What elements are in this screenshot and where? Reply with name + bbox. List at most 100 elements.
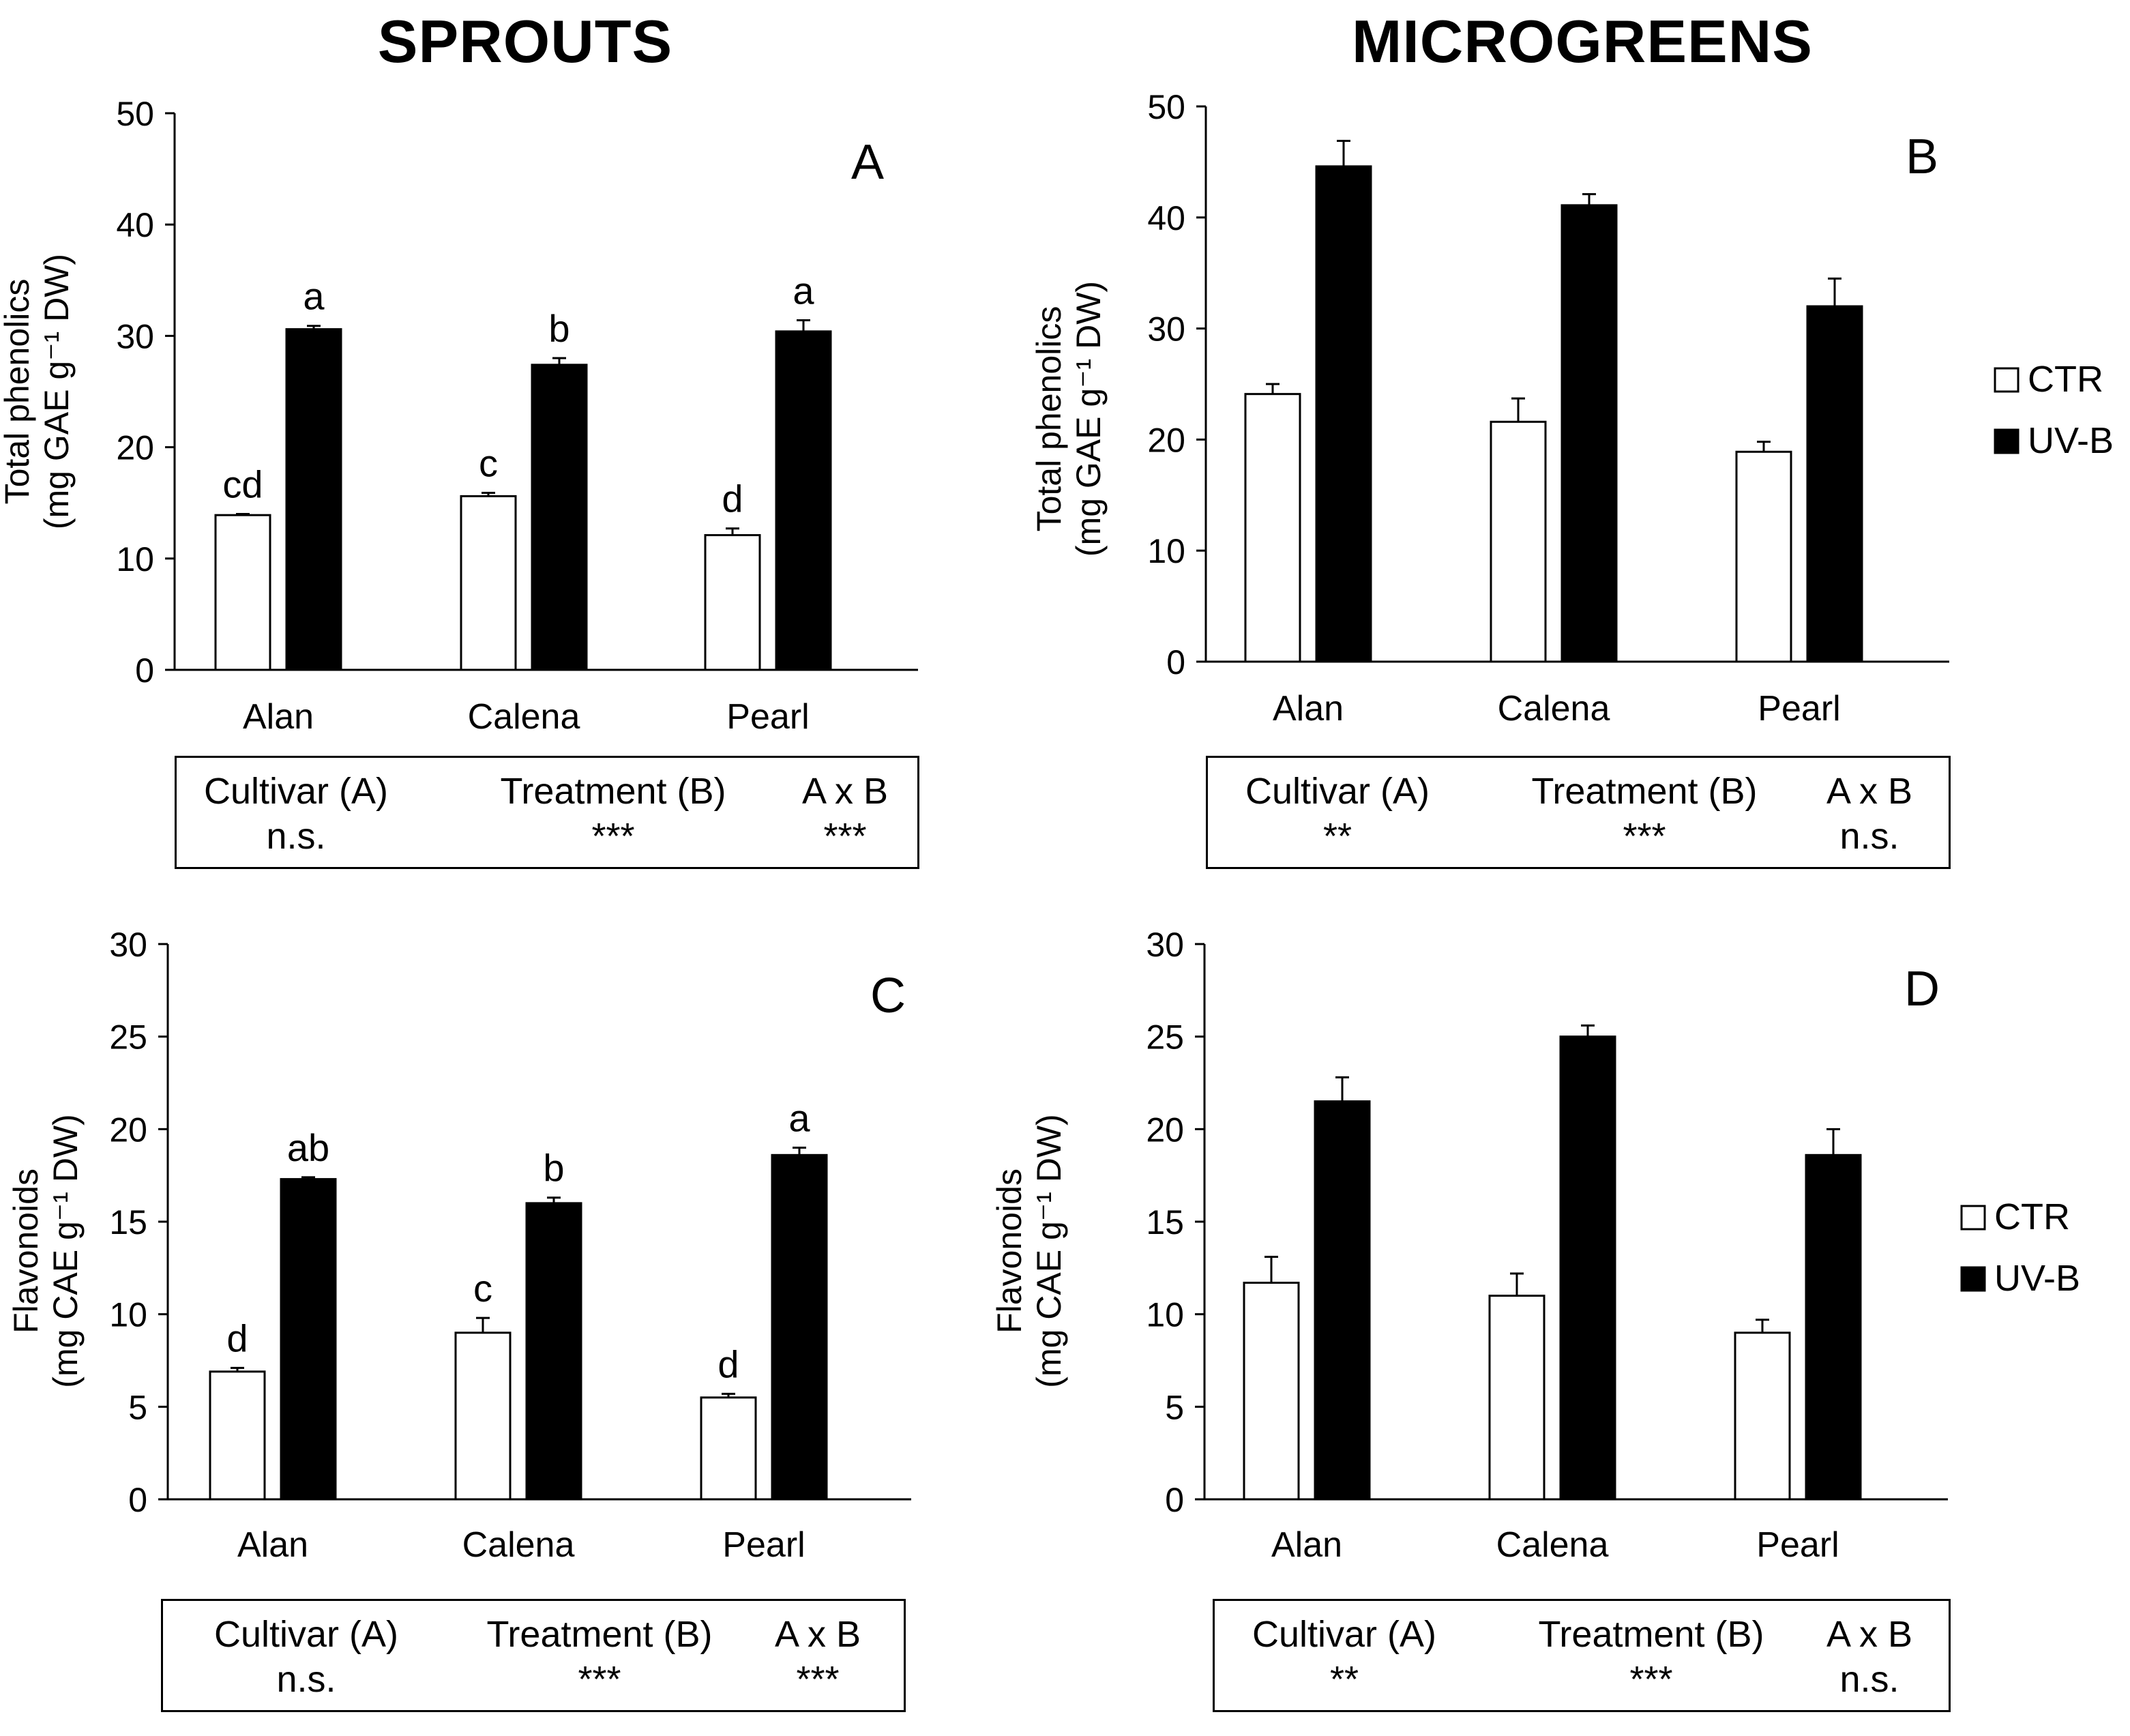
bar-ctr bbox=[1244, 393, 1301, 663]
significance-letter: a bbox=[303, 275, 325, 318]
x-category-label: Calena bbox=[462, 1525, 575, 1565]
y-tick-label: 20 bbox=[109, 1110, 147, 1149]
y-axis-title: Total phenolics bbox=[0, 279, 36, 505]
legend-label-uvb: UV-B bbox=[2028, 420, 2114, 461]
y-tick-label: 5 bbox=[128, 1388, 147, 1426]
y-tick-label: 20 bbox=[1146, 1110, 1184, 1149]
bar-uvb bbox=[525, 1202, 582, 1501]
y-tick-label: 0 bbox=[135, 651, 154, 690]
bar-uvb bbox=[1315, 165, 1372, 663]
bar-uvb bbox=[285, 328, 342, 671]
y-tick-label: 15 bbox=[1146, 1203, 1184, 1241]
x-category-label: Pearl bbox=[726, 697, 809, 737]
sprouts-column-title: SPROUTS bbox=[377, 8, 673, 75]
significance-letter: d bbox=[718, 1342, 739, 1385]
bar-ctr bbox=[1735, 450, 1792, 663]
significance-letter: c bbox=[479, 442, 498, 485]
y-tick-label: 0 bbox=[1166, 643, 1185, 681]
y-axis-title: Flavonoids bbox=[7, 1168, 45, 1334]
y-tick-label: 5 bbox=[1165, 1388, 1184, 1426]
legend-swatch-uvb bbox=[1960, 1266, 1986, 1292]
bar-ctr bbox=[209, 1370, 266, 1501]
panel-letter: C bbox=[870, 969, 906, 1023]
stat-interaction: A x B *** bbox=[774, 1614, 861, 1700]
y-axis-unit: (mg GAE g⁻¹ DW) bbox=[1069, 281, 1108, 557]
legend-swatch-ctr bbox=[1960, 1205, 1986, 1231]
y-tick-label: 20 bbox=[116, 429, 154, 467]
y-tick-label: 10 bbox=[1147, 532, 1185, 570]
y-tick-label: 50 bbox=[116, 95, 154, 133]
x-category-label: Alan bbox=[1271, 1525, 1342, 1565]
y-tick-label: 30 bbox=[1146, 926, 1184, 964]
legend-label-uvb: UV-B bbox=[1994, 1258, 2080, 1299]
bar-ctr bbox=[454, 1332, 512, 1501]
y-tick-label: 25 bbox=[1146, 1018, 1184, 1057]
significance-letter: d bbox=[226, 1316, 248, 1359]
y-tick-label: 0 bbox=[128, 1481, 147, 1519]
stats-box-c: Cultivar (A) n.s. Treatment (B) *** A x B *… bbox=[161, 1599, 906, 1712]
y-tick-label: 50 bbox=[1147, 88, 1185, 126]
stats-box-a: Cultivar (A) n.s. Treatment (B) *** A x B *… bbox=[175, 756, 919, 869]
bar-uvb bbox=[775, 330, 832, 671]
y-axis-title: Flavonoids bbox=[990, 1168, 1029, 1334]
significance-letter: a bbox=[793, 269, 814, 312]
bar-ctr bbox=[704, 534, 761, 671]
x-category-label: Pearl bbox=[1758, 689, 1840, 729]
significance-letter: d bbox=[722, 477, 743, 520]
x-category-label: Pearl bbox=[1756, 1525, 1839, 1565]
bar-uvb bbox=[771, 1153, 828, 1501]
x-category-label: Pearl bbox=[722, 1525, 805, 1565]
x-category-label: Alan bbox=[1273, 689, 1344, 729]
panel-c-chart: 0 5 10 15 20 25 30 Alan Calena Pearl d c d ab b a C Flavo… bbox=[7, 926, 911, 1565]
bar-ctr bbox=[1243, 1282, 1300, 1501]
panel-letter: D bbox=[1904, 962, 1940, 1016]
legend-label-ctr: CTR bbox=[2028, 359, 2103, 400]
legend-swatch-uvb bbox=[1994, 428, 2020, 454]
y-tick-label: 30 bbox=[109, 926, 147, 964]
bar-uvb bbox=[1806, 305, 1863, 663]
panel-letter: B bbox=[1906, 130, 1938, 184]
y-tick-label: 40 bbox=[1147, 199, 1185, 237]
x-category-label: Calena bbox=[468, 697, 580, 737]
significance-letter: b bbox=[548, 307, 570, 350]
stat-treatment: Treatment (B) *** bbox=[1531, 771, 1758, 857]
y-tick-label: 10 bbox=[116, 540, 154, 578]
x-category-label: Alan bbox=[243, 697, 314, 737]
x-category-label: Calena bbox=[1496, 1525, 1609, 1565]
stat-cultivar: Cultivar (A) n.s. bbox=[203, 771, 389, 857]
significance-letter: b bbox=[543, 1147, 564, 1190]
bar-ctr bbox=[214, 514, 271, 671]
x-category-label: Alan bbox=[237, 1525, 308, 1565]
legend-label-ctr: CTR bbox=[1994, 1196, 2070, 1237]
microgreens-column-title: MICROGREENS bbox=[1352, 8, 1813, 75]
y-axis-unit: (mg CAE g⁻¹ DW) bbox=[46, 1114, 85, 1387]
y-tick-label: 20 bbox=[1147, 421, 1185, 459]
stat-cultivar: Cultivar (A) n.s. bbox=[213, 1614, 399, 1700]
y-tick-label: 30 bbox=[116, 317, 154, 355]
x-category-label: Calena bbox=[1498, 689, 1610, 729]
stat-cultivar: Cultivar (A) ** bbox=[1245, 771, 1430, 857]
y-tick-label: 15 bbox=[109, 1203, 147, 1241]
y-axis-unit: (mg GAE g⁻¹ DW) bbox=[38, 254, 76, 529]
panel-b-chart: 0 10 20 30 40 50 Alan Calena Pearl B Total phenoli… bbox=[1030, 88, 1949, 729]
stat-interaction: A x B *** bbox=[801, 771, 889, 857]
bar-ctr bbox=[460, 495, 517, 671]
bar-uvb bbox=[531, 364, 588, 671]
legend-top: CTR UV-B bbox=[1994, 359, 2114, 461]
y-axis-unit: (mg CAE g⁻¹ DW) bbox=[1030, 1114, 1068, 1387]
y-axis-title: Total phenolics bbox=[1030, 306, 1068, 532]
y-tick-label: 40 bbox=[116, 206, 154, 244]
bar-ctr bbox=[700, 1396, 757, 1501]
panel-d-chart: 0 5 10 15 20 25 30 Alan Calena Pearl D Flavonoids (m… bbox=[990, 926, 1948, 1565]
y-tick-label: 10 bbox=[1146, 1296, 1184, 1334]
significance-letter: cd bbox=[222, 463, 263, 506]
y-tick-label: 0 bbox=[1165, 1481, 1184, 1519]
panel-letter: A bbox=[851, 135, 884, 190]
y-tick-label: 30 bbox=[1147, 310, 1185, 349]
bar-uvb bbox=[280, 1178, 337, 1501]
stat-treatment: Treatment (B) *** bbox=[486, 1614, 713, 1700]
